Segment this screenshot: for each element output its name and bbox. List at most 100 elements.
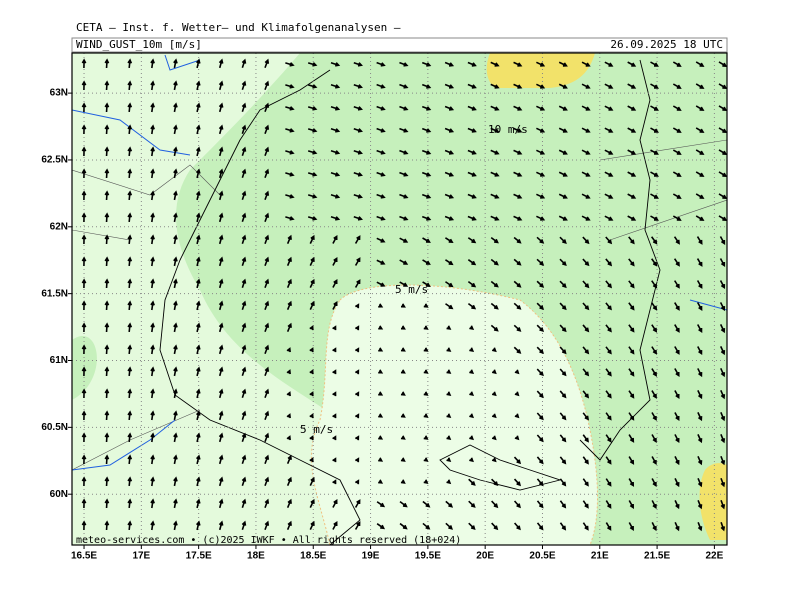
field-name: WIND_GUST_10m [m/s]: [76, 38, 202, 51]
wind-arrow: [81, 124, 87, 135]
wind-arrow: [104, 80, 110, 91]
wind-arrow: [332, 435, 337, 441]
wind-arrow: [604, 105, 614, 111]
wind-arrow: [241, 212, 247, 223]
wind-arrow: [423, 303, 429, 308]
wind-arrow: [354, 435, 360, 441]
wind-arrow: [720, 433, 726, 444]
wind-arrow: [536, 215, 546, 221]
wind-arrow: [399, 215, 409, 221]
wind-arrow: [81, 234, 87, 245]
wind-arrow: [444, 105, 455, 111]
wind-arrow: [650, 215, 659, 221]
wind-arrow: [173, 212, 178, 223]
wind-arrow: [127, 124, 133, 135]
wind-arrow: [378, 369, 384, 374]
wind-arrow: [264, 498, 270, 509]
wind-arrow: [376, 105, 386, 111]
wind-arrow: [490, 83, 500, 89]
wind-arrow: [491, 457, 497, 463]
wind-arrow: [696, 236, 703, 245]
wind-arrow: [695, 83, 705, 89]
wind-arrow: [446, 479, 452, 485]
wind-arrow: [650, 193, 659, 199]
wind-arrow: [150, 300, 155, 311]
lon-tick-label: 19E: [362, 551, 380, 562]
wind-arrow: [536, 324, 545, 333]
wind-arrow: [81, 454, 87, 465]
wind-arrow: [718, 105, 727, 111]
wind-arrow: [150, 476, 155, 487]
wind-arrow: [400, 325, 406, 330]
wind-arrow: [514, 413, 520, 419]
wind-arrow: [81, 344, 87, 355]
wind-arrow: [378, 457, 384, 462]
valid-time: 26.09.2025 18 UTC: [610, 38, 723, 51]
wind-arrow: [150, 256, 155, 267]
wind-arrow: [195, 80, 201, 91]
wind-arrow: [81, 190, 87, 201]
map-frame: [71, 52, 728, 546]
wind-arrow: [491, 369, 497, 375]
wind-arrow: [286, 498, 292, 508]
wind-arrow: [421, 105, 432, 111]
wind-arrow: [400, 303, 406, 308]
wind-arrow: [81, 278, 87, 289]
wind-arrow: [467, 171, 477, 177]
zone-high: [486, 53, 595, 88]
rivers: [72, 54, 727, 471]
wind-arrow: [195, 102, 201, 113]
wind-arrow: [627, 127, 637, 133]
wind-arrow: [218, 520, 224, 531]
wind-arrow: [218, 190, 224, 201]
wind-arrow: [651, 280, 658, 289]
wind-arrow: [559, 412, 567, 421]
wind-arrow: [695, 193, 705, 199]
wind-arrow: [286, 454, 292, 464]
wind-arrow: [697, 434, 703, 444]
wind-arrow: [628, 258, 635, 267]
wind-arrow: [695, 171, 705, 177]
wind-arrow: [104, 146, 110, 157]
wind-arrow: [400, 479, 406, 484]
wind-arrow: [376, 281, 386, 287]
wind-arrow: [378, 413, 384, 418]
wind-arrow: [378, 347, 384, 352]
lon-tick-label: 18.5E: [300, 551, 326, 562]
wind-arrow: [581, 193, 591, 199]
wind-arrow: [378, 391, 384, 396]
wind-arrow: [627, 149, 637, 155]
wind-arrow: [173, 146, 178, 157]
wind-arrow: [218, 476, 224, 487]
wind-arrow: [536, 61, 546, 67]
wind-arrow: [469, 435, 474, 441]
lon-tick-label: 19.5E: [415, 551, 441, 562]
wind-arrow: [651, 478, 657, 488]
wind-arrow: [353, 61, 363, 67]
wind-arrow: [695, 105, 705, 111]
wind-arrow: [150, 58, 155, 69]
wind-arrow: [719, 280, 726, 290]
wind-arrow: [605, 324, 612, 333]
wind-arrow: [104, 322, 110, 333]
wind-arrow: [514, 391, 520, 397]
wind-arrow: [423, 479, 429, 484]
wind-arrow: [104, 366, 110, 377]
header-title: CETA — Inst. f. Wetter— und Klimafolgena…: [76, 21, 401, 34]
wind-arrow: [353, 215, 363, 221]
wind-arrow: [650, 127, 659, 133]
wind-arrow: [127, 344, 133, 355]
wind-arrow: [241, 410, 247, 421]
wind-arrow: [264, 168, 270, 179]
wind-arrow: [241, 102, 247, 113]
wind-arrow: [150, 366, 155, 377]
wind-arrow: [173, 498, 178, 509]
wind-arrow: [286, 234, 292, 244]
wind-arrow: [651, 258, 658, 267]
wind-arrow: [173, 476, 178, 487]
wind-arrow: [446, 413, 452, 418]
wind-arrow: [672, 83, 682, 89]
lon-tick-label: 22E: [705, 551, 723, 562]
wind-arrow: [376, 215, 386, 221]
wind-arrow: [559, 390, 567, 399]
